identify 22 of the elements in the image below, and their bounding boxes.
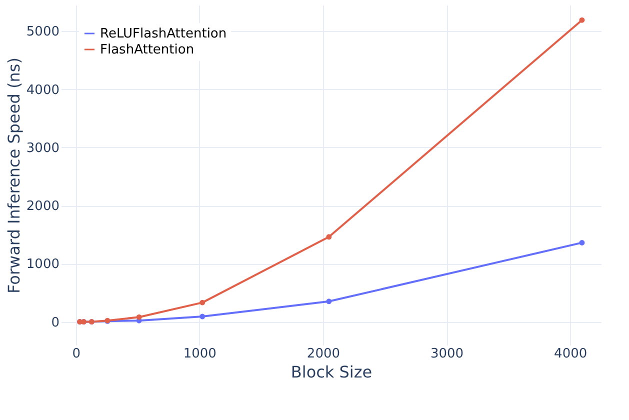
point — [326, 298, 332, 304]
y-axis-title: Forward Inference Speed (ns) — [4, 58, 24, 294]
point — [200, 314, 206, 320]
point — [200, 300, 206, 306]
point — [326, 234, 332, 240]
y-tick-label: 5000 — [26, 24, 60, 40]
x-tick-label: 4000 — [554, 346, 588, 362]
y-tick-label: 0 — [51, 315, 60, 330]
x-tick-label: 2000 — [306, 346, 340, 362]
x-tick-label: 3000 — [430, 346, 464, 362]
point — [579, 240, 585, 246]
x-tick-label: 1000 — [183, 346, 216, 362]
legend-label: ReLUFlashAttention — [100, 26, 227, 42]
y-tick-label: 1000 — [26, 257, 60, 272]
x-axis-title: Block Size — [290, 362, 372, 382]
legend-label: FlashAttention — [100, 42, 194, 58]
y-tick-label: 3000 — [26, 140, 60, 156]
point — [579, 17, 585, 23]
point — [136, 314, 142, 320]
y-tick-label: 2000 — [26, 199, 60, 214]
x-tick-label: 0 — [72, 346, 80, 362]
y-tick-label: 4000 — [26, 82, 60, 98]
